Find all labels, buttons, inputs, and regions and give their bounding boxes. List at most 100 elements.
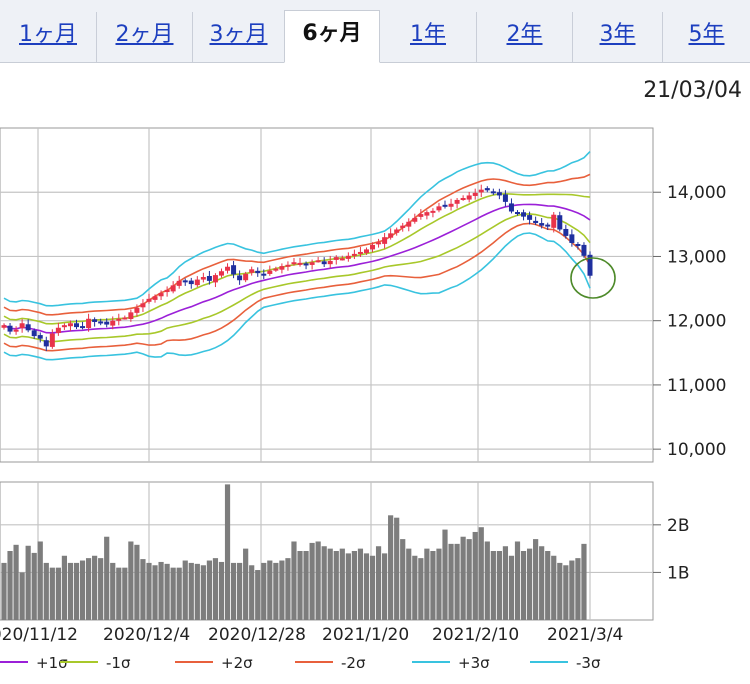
candle-down <box>206 275 212 281</box>
volume-bar <box>406 548 412 620</box>
candle-down <box>539 223 545 226</box>
volume-bar <box>508 555 515 620</box>
candle-down <box>25 324 31 331</box>
candle-up <box>345 255 351 259</box>
volume-bar <box>430 551 436 620</box>
volume-bar <box>575 558 581 620</box>
volume-bar <box>448 543 454 620</box>
volume-bar <box>200 565 206 620</box>
candle-up <box>388 233 394 238</box>
volume-bar <box>261 562 267 620</box>
tab-6-months[interactable]: 6ヶ月 <box>284 10 380 63</box>
volume-bar <box>49 567 55 620</box>
volume-bar <box>140 559 146 620</box>
volume-bar <box>484 541 490 620</box>
tab-3-years[interactable]: 3年 <box>572 12 662 62</box>
candle-down <box>545 224 551 227</box>
candle-down <box>31 330 37 337</box>
legend-label: -3σ <box>576 654 601 672</box>
candle-up <box>128 312 134 320</box>
candle-up <box>55 327 61 334</box>
candle-up <box>243 273 249 281</box>
volume-bar <box>303 551 309 620</box>
candle-up <box>357 251 363 254</box>
volume-bar <box>19 572 25 620</box>
volume-bar <box>321 546 327 620</box>
candle-up <box>134 307 140 313</box>
plus-2-sigma-line <box>3 173 591 316</box>
candle-up <box>86 318 92 329</box>
volume-bar <box>110 562 116 620</box>
tab-2-months[interactable]: 2ヶ月 <box>96 12 192 62</box>
tab-3-months[interactable]: 3ヶ月 <box>192 12 284 62</box>
candle-down <box>442 204 448 207</box>
price-tick-label: 13,000 <box>667 247 726 267</box>
candle-down <box>80 326 86 329</box>
volume-bar <box>539 546 545 620</box>
volume-bar <box>128 541 134 620</box>
volume-bar <box>43 562 49 620</box>
volume-bar <box>581 543 587 620</box>
volume-bar <box>122 567 128 620</box>
candle-up <box>285 264 291 267</box>
volume-bar <box>375 546 382 620</box>
tab-2-years[interactable]: 2年 <box>476 12 572 62</box>
candle-up <box>309 262 315 265</box>
volume-bar <box>67 562 74 620</box>
candle-down <box>98 321 104 324</box>
volume-bar <box>412 555 418 620</box>
candle-up <box>170 285 176 292</box>
volume-bar <box>478 527 484 620</box>
x-tick-label: 2020/12/4 <box>103 625 190 645</box>
volume-bar <box>176 567 182 620</box>
tab-1-month[interactable]: 1ヶ月 <box>19 22 77 47</box>
candle-up <box>225 266 231 271</box>
candle-down <box>7 325 13 332</box>
candle-up <box>267 270 273 274</box>
volume-tick-label: 2B <box>667 516 689 536</box>
candle-down <box>104 321 110 325</box>
volume-bar <box>502 546 509 620</box>
volume-bar <box>315 541 321 620</box>
volume-bar <box>116 567 122 620</box>
candle-up <box>13 329 19 332</box>
candle-up <box>448 203 454 207</box>
candle-up <box>140 303 146 308</box>
candle-down <box>321 261 327 265</box>
volume-bar <box>526 548 533 620</box>
candle-up <box>212 275 218 283</box>
legend-label: +2σ <box>221 654 253 672</box>
volume-bar <box>79 560 86 620</box>
volume-bar <box>381 553 388 620</box>
moving-average-line <box>3 203 591 334</box>
candle-up <box>436 206 442 211</box>
volume-tick-label: 1B <box>667 563 689 583</box>
volume-bar <box>345 553 351 620</box>
volume-bar <box>55 567 61 620</box>
candle-up <box>122 317 128 320</box>
volume-bar <box>73 562 80 620</box>
candle-down <box>496 192 502 196</box>
candle-up <box>279 266 285 270</box>
period-tab-bar: 1ヶ月 2ヶ月 3ヶ月 6ヶ月 1年 2年 3年 5年 <box>0 0 750 63</box>
volume-bar <box>249 565 255 620</box>
volume-bar <box>182 560 188 620</box>
tab-1-year[interactable]: 1年 <box>410 22 446 47</box>
candle-up <box>351 253 357 256</box>
volume-bar <box>297 551 303 620</box>
tab-5-years[interactable]: 5年 <box>662 12 750 62</box>
candle-up <box>200 277 206 280</box>
volume-bar <box>13 544 19 620</box>
volume-bar <box>98 558 104 620</box>
candle-up <box>152 296 158 300</box>
volume-bar <box>85 558 92 620</box>
candle-up <box>110 320 116 326</box>
candle-down <box>557 215 563 230</box>
candle-down <box>231 265 237 275</box>
candle-down <box>92 319 98 322</box>
candle-down <box>575 244 581 247</box>
volume-bar <box>273 562 279 620</box>
volume-bar <box>218 561 225 620</box>
candle-up <box>61 325 67 328</box>
volume-bar <box>61 555 68 620</box>
